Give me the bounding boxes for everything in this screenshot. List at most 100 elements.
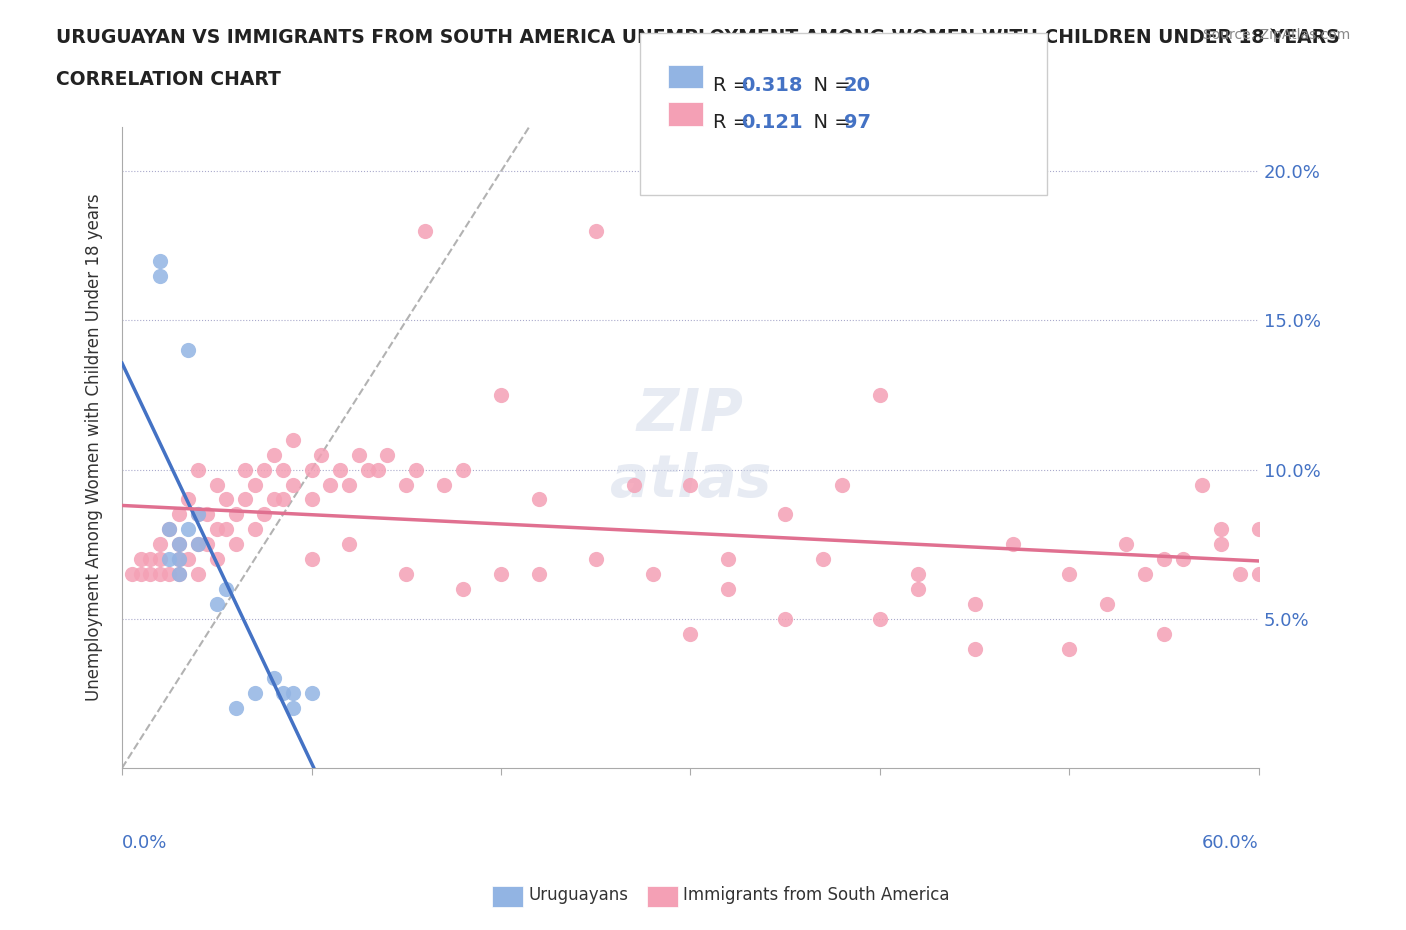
Point [585, 551, 607, 566]
Point [679, 477, 702, 492]
Point [215, 492, 238, 507]
Point [177, 522, 200, 537]
Point [1059, 566, 1081, 581]
Point [177, 343, 200, 358]
Point [1059, 641, 1081, 656]
Point [433, 477, 456, 492]
Point [489, 388, 512, 403]
Point [187, 507, 209, 522]
Point [167, 537, 190, 551]
Point [187, 462, 209, 477]
Point [367, 462, 389, 477]
Point [281, 701, 304, 716]
Point [405, 462, 427, 477]
Text: URUGUAYAN VS IMMIGRANTS FROM SOUTH AMERICA UNEMPLOYMENT AMONG WOMEN WITH CHILDRE: URUGUAYAN VS IMMIGRANTS FROM SOUTH AMERI… [56, 28, 1340, 46]
Text: R =: R = [713, 113, 755, 132]
Text: 0.318: 0.318 [741, 76, 803, 95]
Point [253, 462, 276, 477]
Point [167, 566, 190, 581]
Point [139, 551, 162, 566]
Point [585, 223, 607, 238]
Point [1133, 566, 1156, 581]
Text: 20: 20 [844, 76, 870, 95]
Point [149, 537, 172, 551]
Point [167, 537, 190, 551]
Point [773, 611, 796, 626]
Text: Uruguayans: Uruguayans [529, 885, 628, 904]
Point [177, 551, 200, 566]
Point [149, 551, 172, 566]
Point [157, 522, 180, 537]
Point [451, 581, 474, 596]
Point [357, 462, 380, 477]
Point [527, 566, 550, 581]
Point [1247, 522, 1270, 537]
Point [1209, 522, 1232, 537]
Point [139, 566, 162, 581]
Text: N =: N = [801, 76, 858, 95]
Point [963, 596, 986, 611]
Text: N =: N = [801, 113, 858, 132]
Text: ZIP
atlas: ZIP atlas [610, 386, 770, 509]
Text: Immigrants from South America: Immigrants from South America [683, 885, 950, 904]
Point [281, 686, 304, 701]
Point [679, 626, 702, 641]
Text: R =: R = [713, 76, 755, 95]
Point [167, 551, 190, 566]
Point [869, 611, 891, 626]
Point [271, 686, 294, 701]
Point [187, 507, 209, 522]
Point [489, 566, 512, 581]
Text: CORRELATION CHART: CORRELATION CHART [56, 70, 281, 88]
Point [205, 522, 228, 537]
Point [339, 537, 361, 551]
Point [395, 477, 418, 492]
Point [195, 507, 218, 522]
Point [1153, 626, 1175, 641]
Point [1097, 596, 1119, 611]
Point [963, 641, 986, 656]
Point [1171, 551, 1194, 566]
Point [1191, 477, 1213, 492]
Point [195, 537, 218, 551]
Point [121, 566, 143, 581]
Point [253, 507, 276, 522]
Point [301, 551, 323, 566]
Point [1001, 537, 1024, 551]
Point [301, 462, 323, 477]
Point [1209, 537, 1232, 551]
Point [623, 477, 645, 492]
Point [263, 492, 285, 507]
Point [157, 566, 180, 581]
Point [907, 581, 929, 596]
Text: 0.121: 0.121 [741, 113, 803, 132]
Point [225, 701, 247, 716]
Text: 60.0%: 60.0% [1202, 833, 1258, 852]
Point [717, 551, 740, 566]
Point [215, 581, 238, 596]
Text: 0.0%: 0.0% [122, 833, 167, 852]
Point [187, 566, 209, 581]
Point [129, 551, 152, 566]
Point [339, 477, 361, 492]
Point [233, 462, 256, 477]
Point [225, 537, 247, 551]
Point [157, 551, 180, 566]
Point [243, 477, 266, 492]
Point [167, 566, 190, 581]
Point [205, 551, 228, 566]
Text: 97: 97 [844, 113, 870, 132]
Point [413, 223, 436, 238]
Point [157, 522, 180, 537]
Point [281, 432, 304, 447]
Point [187, 537, 209, 551]
Point [167, 551, 190, 566]
Y-axis label: Unemployment Among Women with Children Under 18 years: Unemployment Among Women with Children U… [86, 193, 103, 701]
Text: Source: ZipAtlas.com: Source: ZipAtlas.com [1202, 28, 1350, 42]
Point [149, 269, 172, 284]
Point [167, 507, 190, 522]
Point [907, 566, 929, 581]
Point [395, 566, 418, 581]
Point [301, 492, 323, 507]
Point [811, 551, 834, 566]
